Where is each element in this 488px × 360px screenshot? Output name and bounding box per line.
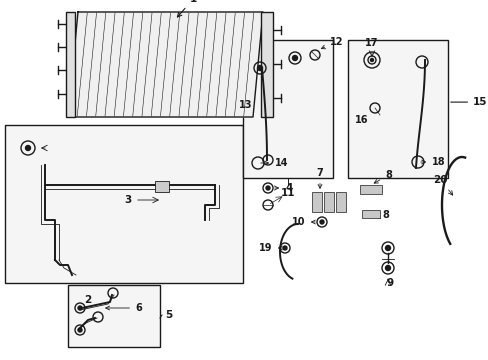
Bar — [324, 192, 333, 212]
Text: 6: 6 — [105, 303, 142, 313]
Bar — [261, 12, 272, 117]
Text: 15: 15 — [450, 97, 487, 107]
Text: 4: 4 — [274, 183, 292, 193]
Text: 7: 7 — [316, 168, 323, 188]
Circle shape — [370, 58, 373, 62]
Text: 13: 13 — [238, 100, 251, 110]
Text: 17: 17 — [365, 38, 378, 48]
Text: 1: 1 — [177, 0, 197, 17]
Circle shape — [265, 186, 269, 190]
Bar — [347, 40, 447, 178]
Circle shape — [25, 145, 30, 150]
Text: 5: 5 — [164, 310, 172, 320]
Bar — [68, 285, 160, 347]
Text: 2: 2 — [84, 295, 91, 305]
Bar — [243, 40, 332, 178]
Circle shape — [292, 55, 297, 60]
Text: 11: 11 — [280, 188, 295, 198]
Text: 18: 18 — [420, 157, 445, 167]
Text: 10: 10 — [291, 217, 315, 227]
Text: 8: 8 — [381, 210, 388, 220]
Bar — [5, 125, 243, 283]
Text: 3: 3 — [124, 195, 131, 205]
Bar — [311, 192, 321, 212]
Text: 16: 16 — [354, 115, 367, 125]
Text: 12: 12 — [321, 37, 343, 49]
Text: 14: 14 — [260, 158, 288, 168]
Bar — [335, 192, 346, 212]
Text: 9: 9 — [386, 278, 393, 288]
Circle shape — [319, 220, 324, 224]
Circle shape — [283, 246, 286, 250]
Circle shape — [78, 306, 82, 310]
Bar — [66, 12, 75, 117]
Circle shape — [385, 266, 390, 270]
Text: 19: 19 — [258, 243, 282, 253]
Bar — [155, 181, 169, 192]
Bar — [361, 210, 379, 218]
Text: 8: 8 — [373, 170, 391, 183]
Polygon shape — [68, 12, 263, 117]
Text: 20: 20 — [433, 175, 452, 195]
Bar — [359, 185, 381, 194]
Circle shape — [257, 66, 262, 71]
Circle shape — [385, 246, 390, 251]
Circle shape — [78, 328, 82, 332]
